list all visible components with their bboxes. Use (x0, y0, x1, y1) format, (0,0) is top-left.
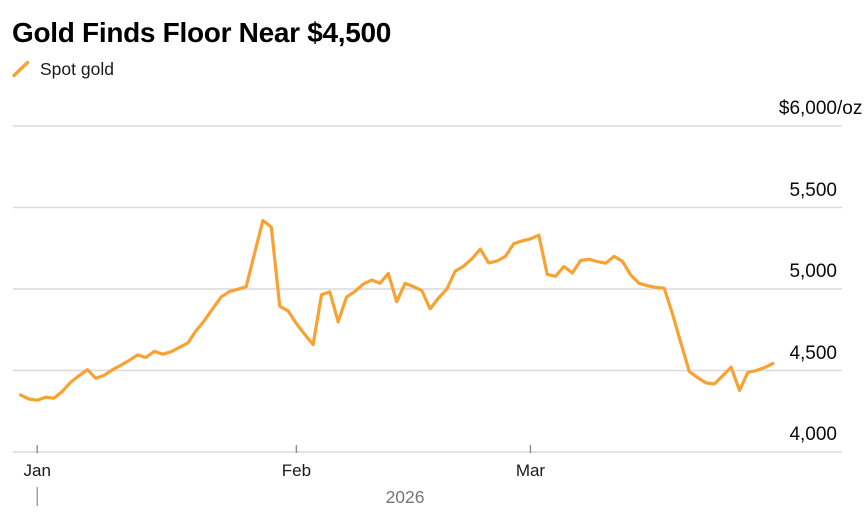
x-axis-label-mar: Mar (515, 461, 546, 480)
chart-title: Gold Finds Floor Near $4,500 (12, 17, 392, 48)
y-axis-label-5000: 5,000 (789, 261, 837, 282)
x-axis-label-jan: Jan (23, 461, 51, 480)
y-axis-label-4500: 4,500 (789, 342, 837, 364)
spot-gold-line (18, 218, 775, 402)
legend-series-label: Spot gold (40, 58, 114, 79)
legend-line-marker-icon (12, 60, 30, 78)
y-axis-unit-suffix: /oz (837, 98, 863, 119)
x-axis-label-feb: Feb (281, 461, 312, 480)
legend: Spot gold (12, 57, 114, 81)
y-axis-label-6000: $6,000/oz (778, 98, 863, 119)
x-axis-year-label: 2026 (385, 487, 425, 507)
y-axis-label-5500: 5,500 (789, 179, 837, 201)
y-axis-label-4000: 4,000 (789, 424, 837, 445)
